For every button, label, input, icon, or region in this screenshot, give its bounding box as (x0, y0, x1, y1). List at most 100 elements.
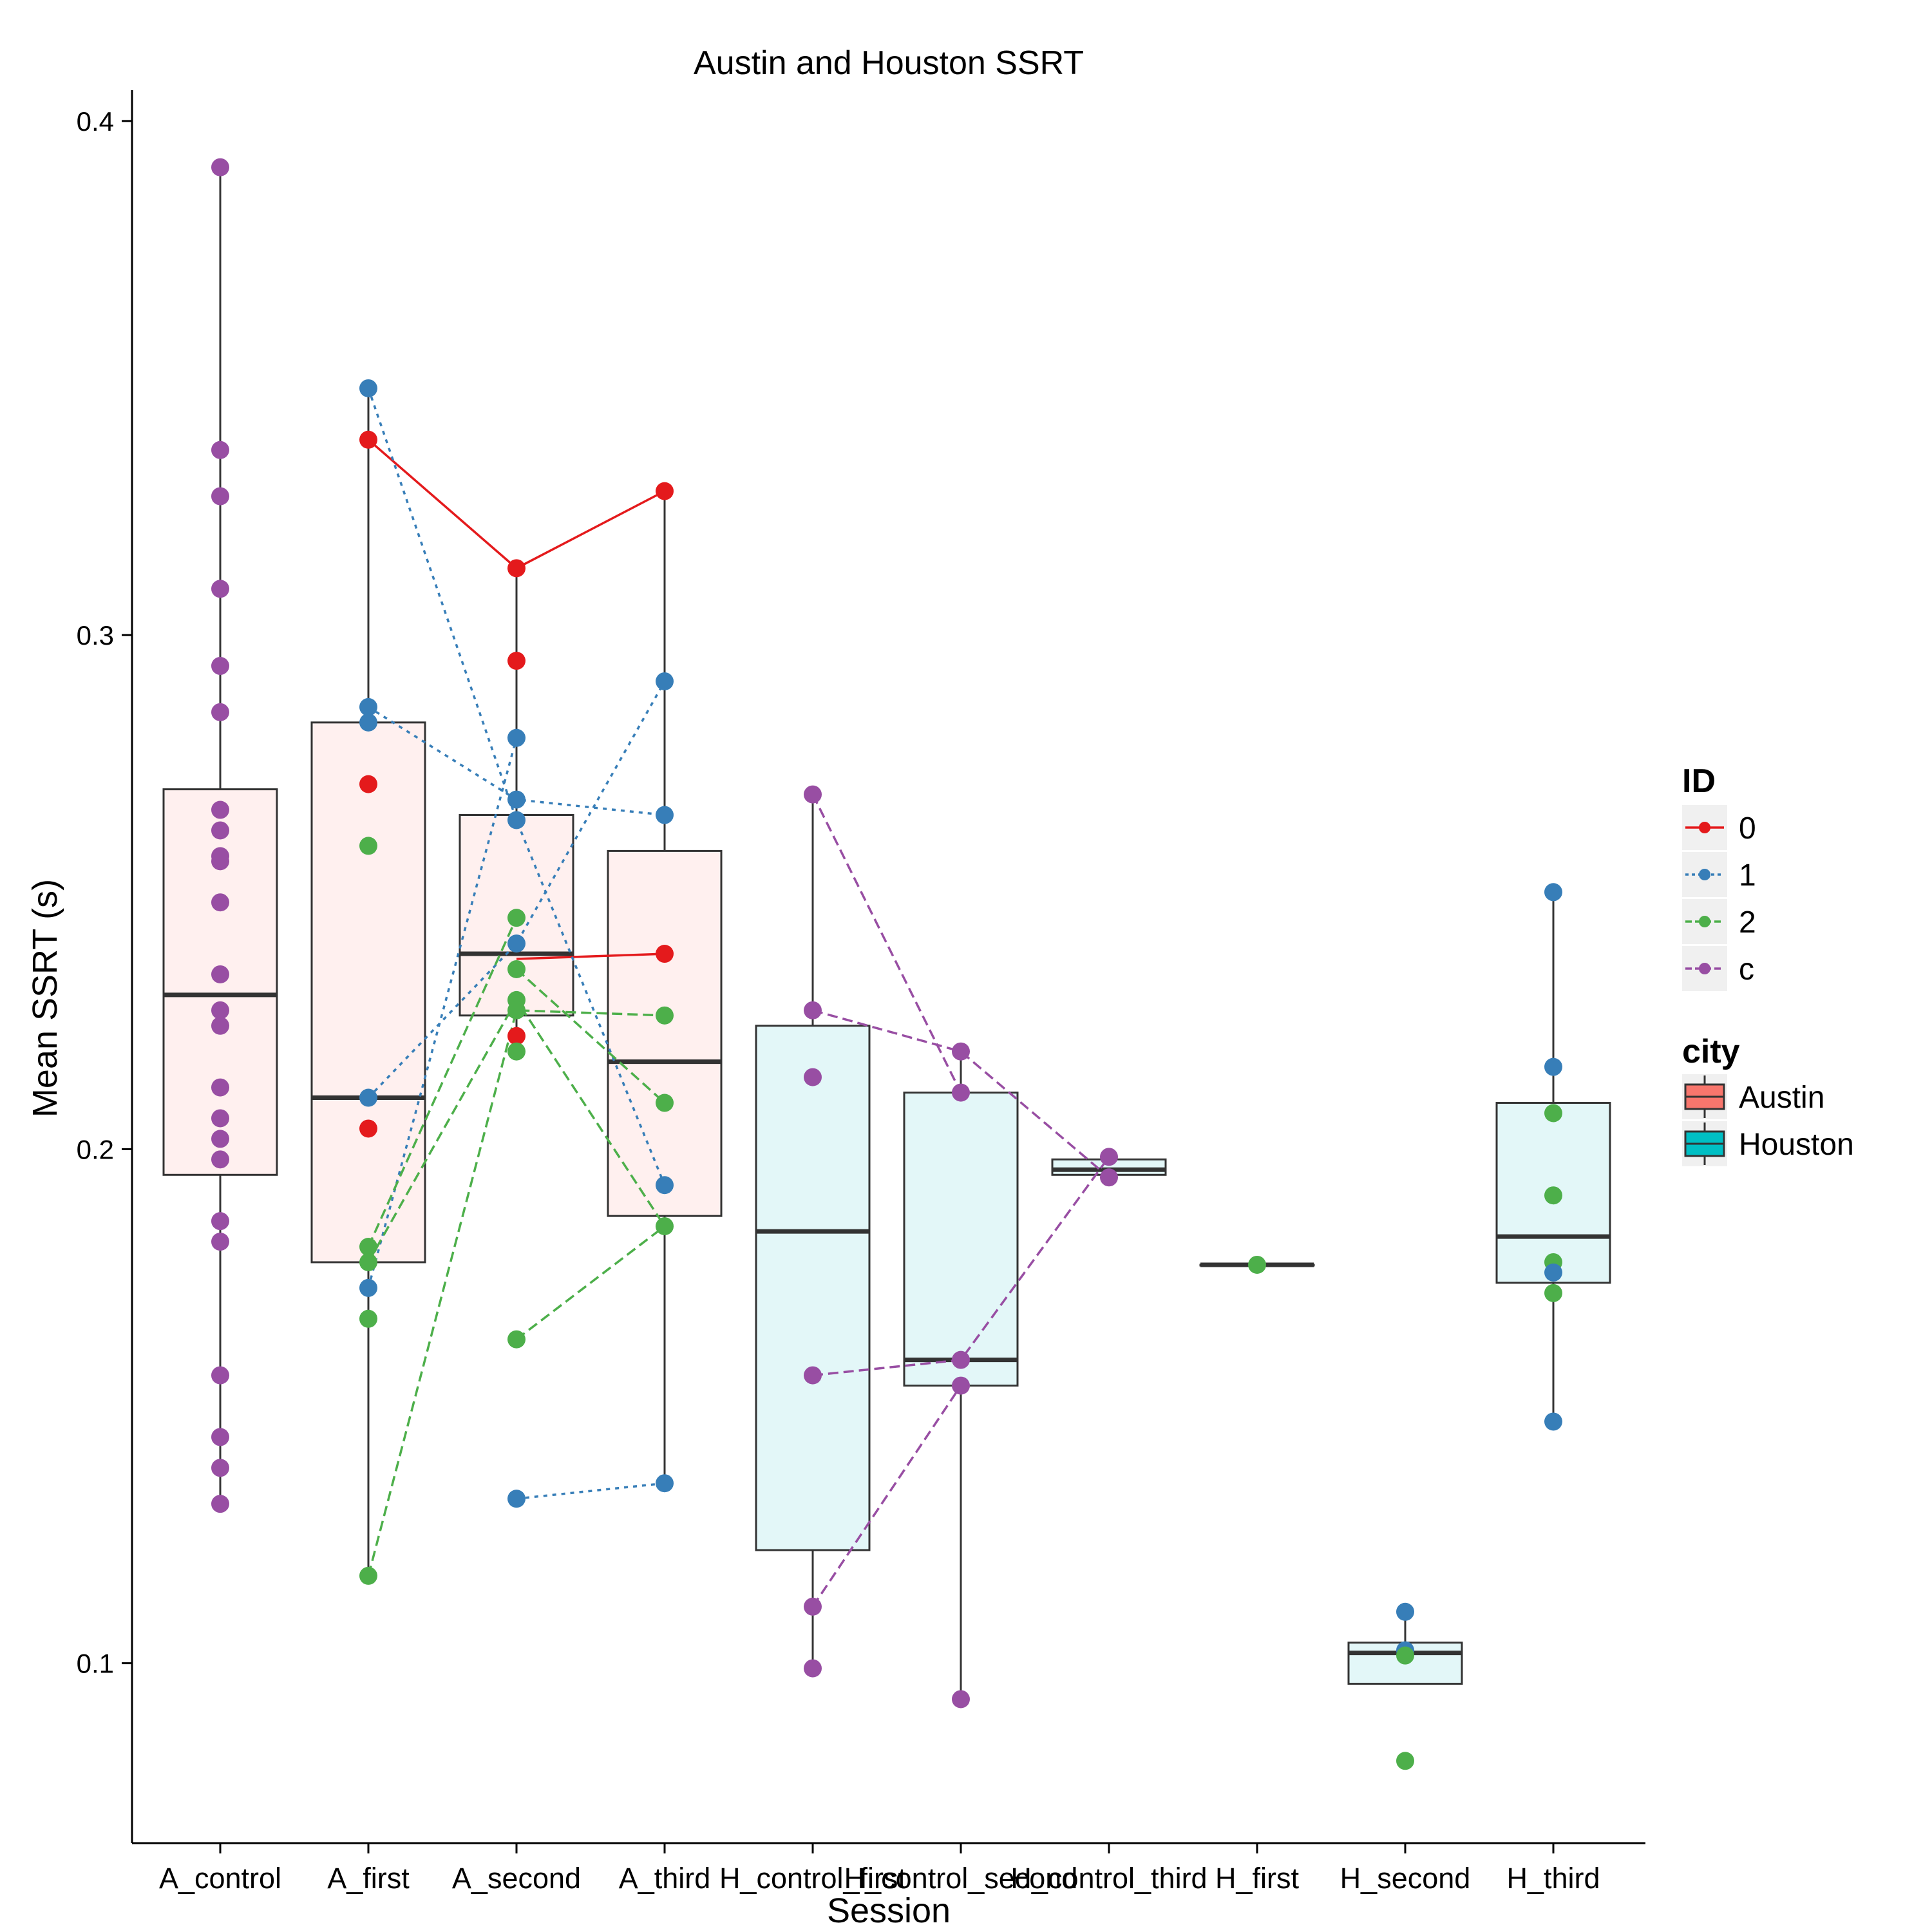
box-H_third (1495, 892, 1611, 1422)
data-point (359, 379, 377, 397)
box-body (903, 1092, 1019, 1387)
data-point (952, 1350, 970, 1369)
legend-item-id-c: c (1682, 946, 1754, 991)
box-H_control_second (903, 1051, 1019, 1700)
x-axis-label: Session (827, 1891, 951, 1930)
data-point (211, 487, 229, 506)
data-point (507, 652, 526, 670)
data-point (211, 1459, 229, 1477)
data-point (507, 1027, 526, 1045)
data-point (507, 909, 526, 927)
data-point (656, 1474, 674, 1493)
data-point (804, 785, 822, 804)
data-point (804, 1001, 822, 1019)
data-point (656, 1094, 674, 1112)
data-point (952, 1690, 970, 1709)
data-point (211, 1495, 229, 1513)
x-tick-label: A_third (619, 1862, 711, 1895)
legend-item-id-0: 0 (1682, 805, 1756, 850)
x-tick-label: H_control_first (719, 1862, 907, 1895)
data-point (1544, 1186, 1562, 1205)
series-line-c (811, 1385, 962, 1607)
series-line-2 (367, 1009, 665, 1577)
data-point (1544, 1057, 1562, 1076)
data-point (1396, 1646, 1414, 1665)
y-tick-label: 0.1 (77, 1649, 114, 1679)
x-axis: A_control A_first A_second A_third H_control… (132, 1842, 1645, 1895)
legend-label: Houston (1739, 1128, 1854, 1162)
data-point (1100, 1168, 1118, 1187)
box-A_first (310, 388, 426, 1576)
data-point (211, 1109, 229, 1128)
data-point (507, 1001, 526, 1019)
series-line-c (812, 1009, 1110, 1179)
data-point (211, 965, 229, 983)
data-point (211, 821, 229, 840)
data-point (952, 1042, 970, 1061)
x-tick-label: H_control_second (844, 1862, 1078, 1895)
legend-key-point (1699, 963, 1710, 974)
data-point (507, 790, 526, 809)
data-point (359, 775, 377, 793)
legend-item-city-houston: Houston (1682, 1121, 1854, 1166)
data-point (211, 158, 229, 176)
data-point (359, 837, 377, 855)
data-point (507, 1330, 526, 1349)
data-point (952, 1376, 970, 1395)
data-point (211, 800, 229, 819)
data-point (1100, 1148, 1118, 1166)
data-point (1544, 1104, 1562, 1122)
data-point (211, 1130, 229, 1148)
legend-item-id-2: 2 (1682, 899, 1756, 944)
series-line-1 (516, 1482, 665, 1500)
legend-id-entries: 0 1 2 c (1682, 805, 1756, 991)
data-point (507, 728, 526, 747)
data-point (211, 893, 229, 912)
data-point (359, 1238, 377, 1256)
data-point (359, 1253, 377, 1271)
legend-title-city: city (1682, 1033, 1740, 1070)
data-point (211, 1366, 229, 1385)
data-point (952, 1083, 970, 1102)
data-point (507, 960, 526, 978)
chart-title: Austin and Houston SSRT (694, 44, 1084, 82)
data-point (211, 440, 229, 459)
data-point (804, 1597, 822, 1616)
x-tick-label: A_control (159, 1862, 281, 1895)
data-point (1248, 1255, 1266, 1274)
data-point (656, 806, 674, 824)
legend-key-point (1699, 869, 1710, 880)
data-point (359, 1278, 377, 1297)
data-point (211, 1212, 229, 1231)
x-tick-label: A_second (452, 1862, 581, 1895)
legend-label: 1 (1739, 858, 1756, 893)
data-point (507, 559, 526, 578)
x-tick-label: H_control_third (1010, 1862, 1207, 1895)
data-point (211, 1078, 229, 1097)
legend-label: 2 (1739, 905, 1756, 940)
data-point (359, 1119, 377, 1138)
x-tick-label: H_third (1506, 1862, 1600, 1895)
data-point (211, 703, 229, 721)
data-point (656, 1176, 674, 1195)
data-point (656, 482, 674, 500)
data-point (804, 1659, 822, 1678)
x-tick-label: A_first (327, 1862, 410, 1895)
data-point (359, 1309, 377, 1328)
box-H_control_first (755, 794, 871, 1669)
legend-label: Austin (1739, 1081, 1824, 1115)
legend-key-point (1699, 822, 1710, 833)
data-point (656, 1217, 674, 1236)
y-tick-label: 0.2 (77, 1134, 114, 1164)
data-point (211, 1016, 229, 1035)
box-body (607, 849, 723, 1217)
y-tick-label: 0.3 (77, 620, 114, 650)
series-line-0 (516, 952, 665, 960)
series-line-0 (367, 439, 665, 570)
data-point (211, 1428, 229, 1446)
series-line-c (811, 793, 962, 1094)
data-point (211, 852, 229, 871)
data-point (211, 1001, 229, 1019)
x-tick-label: H_second (1340, 1862, 1471, 1895)
